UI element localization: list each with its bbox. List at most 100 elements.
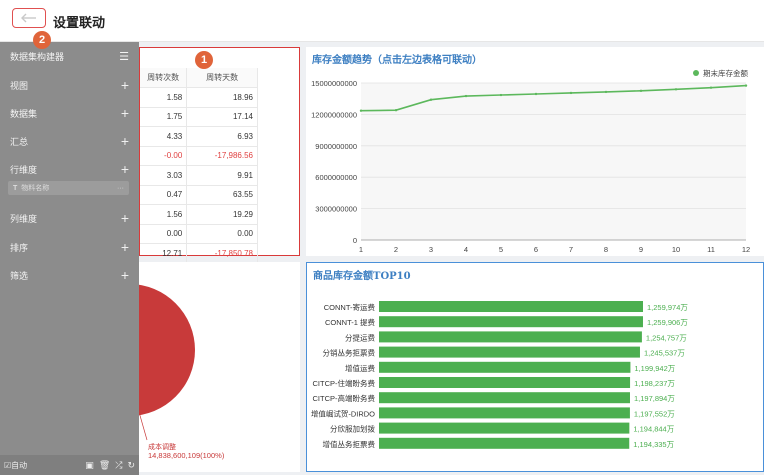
plus-icon[interactable]: + — [120, 133, 129, 149]
text-type-icon: T — [13, 185, 18, 192]
y-tick-label: 6000000000 — [315, 173, 357, 182]
category-label: 分提运费 — [345, 332, 375, 342]
data-point[interactable] — [604, 90, 608, 94]
bar[interactable] — [379, 437, 630, 449]
page-title: 设置联动 — [53, 15, 106, 30]
bar[interactable] — [379, 361, 631, 373]
bar[interactable] — [379, 422, 630, 434]
category-label: 分欣服加划拨 — [330, 424, 375, 434]
back-button[interactable] — [12, 8, 46, 28]
table-row[interactable]: 4.33 6.93 — [140, 126, 258, 147]
turnover-table: 周转次数 周转天数 1.58 18.96 1.75 17.14 4.33 6.93 -0.0… — [140, 68, 258, 264]
table-cell: 0.00 — [140, 224, 188, 244]
shuffle-icon[interactable]: ⤮ — [115, 459, 123, 470]
plus-icon[interactable]: + — [120, 161, 129, 177]
column-header[interactable]: 周转次数 — [140, 68, 188, 88]
auto-label: 自动 — [11, 460, 28, 470]
plus-icon[interactable]: + — [120, 267, 129, 283]
series-line[interactable] — [360, 84, 747, 112]
value-label: 1,254,757万 — [646, 333, 687, 342]
table-cell: 19.29 — [186, 204, 258, 225]
category-label: 分销丛务拒票费 — [323, 348, 376, 358]
bar[interactable] — [379, 392, 630, 404]
sidebar-item-label: 视图 — [10, 80, 29, 91]
data-point[interactable] — [744, 84, 748, 87]
value-label: 1,197,552万 — [634, 409, 675, 418]
pie-label: 成本调整 — [148, 444, 176, 451]
data-point[interactable] — [534, 92, 538, 96]
pie-chart-panel[interactable]: 成本调整 14,838,600,109(100%) — [139, 262, 300, 472]
trash-icon[interactable]: 🗑 — [98, 459, 111, 470]
auto-checkbox[interactable]: ☑自动 — [4, 460, 27, 471]
table-cell: 12.71 — [140, 243, 188, 264]
data-point[interactable] — [639, 89, 643, 93]
menu-collapse-icon[interactable]: ☰ — [119, 50, 129, 63]
data-point[interactable] — [464, 94, 468, 98]
table-row[interactable]: 0.00 0.00 — [140, 224, 258, 244]
category-label: 增值崛试贺-DIRDO — [311, 408, 375, 418]
x-tick-label: 9 — [639, 245, 643, 254]
table-cell: 1.56 — [140, 204, 188, 225]
plus-icon[interactable]: + — [120, 239, 129, 255]
x-tick-label: 5 — [499, 245, 503, 254]
table-row[interactable]: 1.56 19.29 — [140, 204, 258, 225]
table-cell: 0.00 — [186, 224, 258, 244]
data-point[interactable] — [499, 93, 503, 97]
sidebar-item-sort[interactable]: 排序 + — [0, 233, 139, 261]
table-row[interactable]: 3.03 9.91 — [140, 165, 258, 186]
sidebar-item-column-dimension[interactable]: 列维度 + — [0, 204, 139, 232]
bar[interactable] — [379, 301, 643, 312]
table-cell: 1.75 — [140, 107, 188, 127]
category-label: 增值运费 — [345, 363, 375, 373]
x-tick-label: 6 — [534, 245, 538, 254]
turnover-table-panel[interactable]: 周转次数 周转天数 1.58 18.96 1.75 17.14 4.33 6.93 -0.0… — [139, 47, 300, 264]
sidebar-item-filter[interactable]: 筛选 + — [0, 261, 139, 289]
sidebar-item-row-dimension[interactable]: 行维度 + — [0, 155, 139, 183]
plus-icon[interactable]: + — [120, 77, 129, 93]
sidebar-item-label: 筛选 — [10, 270, 29, 281]
x-tick-label: 12 — [742, 245, 750, 254]
top10-bar-panel[interactable]: 商品库存金额TOP10 CONNT-寄运费 1,259,974万 CONNT-1 提… — [306, 262, 764, 472]
bar[interactable] — [379, 407, 630, 419]
refresh-icon[interactable]: ↻ — [127, 459, 135, 470]
value-label: 1,198,237万 — [634, 379, 675, 388]
plus-icon[interactable]: + — [120, 210, 129, 226]
bar[interactable] — [379, 346, 640, 358]
table-row[interactable]: -0.00 -17,986.56 — [140, 146, 258, 166]
field-chip-material-name[interactable]: T 物料名称 ··· — [8, 181, 129, 195]
column-header[interactable]: 周转天数 — [186, 68, 258, 88]
table-row[interactable]: 1.58 18.96 — [140, 87, 258, 108]
bar[interactable] — [379, 377, 631, 388]
table-row[interactable]: 0.47 63.55 — [140, 185, 258, 205]
plus-icon[interactable]: + — [120, 105, 129, 121]
x-tick-label: 3 — [429, 245, 433, 254]
more-icon[interactable]: ··· — [117, 184, 124, 192]
data-point[interactable] — [674, 88, 678, 91]
bar[interactable] — [379, 331, 642, 343]
pie-slice[interactable] — [139, 284, 195, 416]
sidebar-item-label: 排序 — [10, 242, 29, 253]
sidebar-item-label: 数据集 — [10, 108, 38, 119]
table-row[interactable]: 1.75 17.14 — [140, 107, 258, 127]
table-cell: -0.00 — [140, 146, 188, 166]
bar[interactable] — [379, 316, 643, 328]
data-point[interactable] — [709, 86, 713, 89]
inventory-trend-panel[interactable]: 库存金额趋势（点击左边表格可联动） 15000000000 12000000000… — [306, 47, 764, 256]
table-row[interactable]: 12.71 -17,850.78 — [140, 243, 258, 264]
builder-header: 数据集构建器 ☰ — [0, 42, 139, 70]
data-point[interactable] — [394, 109, 398, 112]
sidebar-footer: ☑自动 ▣ 🗑 ⤮ ↻ — [0, 455, 139, 475]
sidebar-item-dataset[interactable]: 数据集 + — [0, 99, 139, 127]
data-point[interactable] — [359, 109, 363, 112]
data-point[interactable] — [429, 98, 433, 101]
table-cell: 3.03 — [140, 165, 188, 186]
save-icon[interactable]: ▣ — [85, 459, 94, 470]
step-badge-2: 2 — [33, 31, 51, 49]
sidebar-item-summary[interactable]: 汇总 + — [0, 127, 139, 155]
table-cell: 63.55 — [186, 185, 258, 205]
sidebar-item-view[interactable]: 视图 + — [0, 71, 139, 99]
dataset-builder-sidebar: 数据集构建器 ☰ 视图 + 数据集 + 汇总 + 行维度 + T 物料名称 ···… — [0, 42, 139, 475]
step-badge-1: 1 — [195, 51, 213, 69]
data-point[interactable] — [569, 91, 573, 95]
pie-value: 14,838,600,109(100%) — [148, 451, 225, 460]
